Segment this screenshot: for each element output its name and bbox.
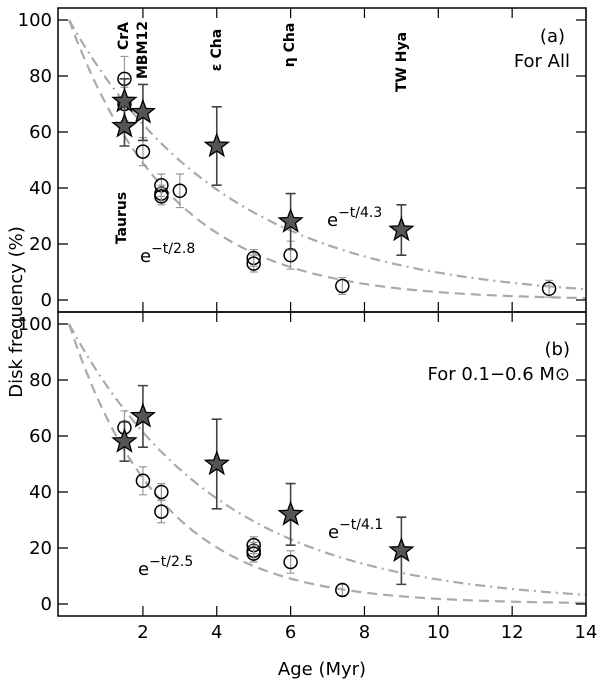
x-tick-label: 8 (359, 622, 370, 643)
x-tick-label: 12 (501, 622, 524, 643)
error-bar (545, 279, 554, 298)
error-bar (157, 499, 166, 524)
circle-point (283, 554, 298, 570)
y-tick-label: 20 (29, 538, 52, 559)
y-tick-label: 100 (18, 10, 52, 31)
panel-subtitle: For 0.1−0.6 M⊙ (427, 364, 570, 385)
circle-point (335, 582, 350, 598)
circle-point (541, 281, 557, 297)
y-tick-label: 40 (29, 178, 52, 199)
circle-point (154, 484, 169, 500)
error-bar (138, 137, 147, 167)
error-bar (138, 466, 147, 496)
y-tick-label: 100 (18, 314, 52, 335)
x-tick-label: 2 (137, 622, 148, 643)
star-point (129, 98, 157, 124)
fit-label: e−t/2.8 (140, 241, 195, 267)
x-axis-label: Age (Myr) (278, 659, 366, 680)
panel-label: (b) (545, 339, 570, 360)
error-bar (249, 254, 258, 273)
star-point (203, 132, 231, 158)
error-bar (157, 187, 166, 206)
fit-base: e (328, 522, 339, 543)
star-point (388, 536, 415, 563)
fit-base: e (327, 210, 338, 231)
y-tick-label: 80 (29, 370, 52, 391)
error-bar (175, 173, 184, 209)
circle-point (335, 278, 350, 294)
panel-subtitle: For All (514, 51, 570, 72)
error-bar (338, 276, 347, 295)
star-point (277, 500, 304, 526)
circle-point (246, 256, 261, 271)
x-tick-label: 14 (575, 622, 598, 643)
star-point (129, 402, 157, 428)
fit-label: e−t/4.3 (327, 205, 382, 231)
fit-exponent: −t/2.5 (149, 554, 193, 570)
y-tick-label: 60 (29, 122, 52, 143)
circle-point (154, 189, 169, 204)
y-tick-label: 20 (29, 234, 52, 255)
plot-frame (57, 311, 587, 617)
fit-curve (68, 323, 586, 604)
circle-point (246, 546, 261, 561)
star-point (203, 450, 231, 476)
star-point (111, 112, 138, 138)
group-label: Taurus (114, 192, 130, 244)
fit-curve (68, 19, 586, 300)
fit-exponent: −t/4.1 (339, 517, 383, 533)
circle-point (172, 183, 188, 199)
fit-exponent: −t/2.8 (151, 241, 195, 257)
fit-exponent: −t/4.3 (338, 205, 382, 221)
x-tick-label: 4 (211, 622, 222, 643)
star-point (388, 216, 415, 242)
group-label: CrA (116, 22, 132, 50)
y-tick-label: 0 (41, 594, 52, 615)
group-label: MBM12 (135, 21, 151, 79)
star-point (111, 427, 138, 453)
y-tick-label: 80 (29, 66, 52, 87)
fit-base: e (140, 246, 151, 267)
group-label: ε Cha (209, 29, 225, 71)
fit-label: e−t/2.5 (138, 554, 193, 580)
fit-label: e−t/4.1 (328, 517, 383, 543)
error-bar (249, 544, 258, 563)
y-tick-label: 0 (41, 290, 52, 311)
x-tick-label: 10 (427, 622, 450, 643)
fit-base: e (138, 559, 149, 580)
group-label: TW Hya (394, 32, 410, 92)
circle-point (135, 144, 151, 159)
star-point (277, 207, 304, 233)
circle-point (135, 473, 151, 489)
error-bar (286, 550, 295, 574)
y-tick-label: 40 (29, 482, 52, 503)
y-tick-label: 60 (29, 426, 52, 447)
group-label: η Cha (282, 23, 298, 68)
panel-label: (a) (540, 26, 565, 47)
circle-point (154, 504, 169, 519)
fit-curve (68, 323, 586, 596)
x-tick-label: 6 (285, 622, 296, 643)
y-axis-label: Disk frequency (%) (6, 226, 27, 398)
